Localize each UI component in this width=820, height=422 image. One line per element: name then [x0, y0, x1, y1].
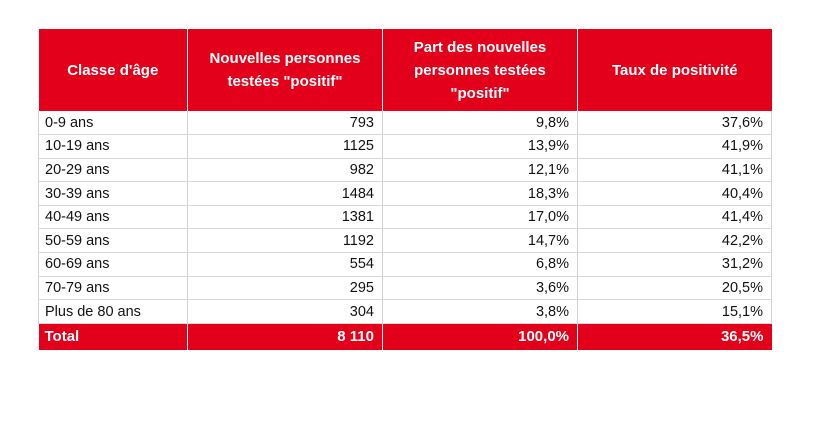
cell-share: 14,7% [382, 228, 578, 254]
table-total-row: Total 8 110 100,0% 36,5% [38, 323, 772, 350]
table-row: Plus de 80 ans 304 3,8% 15,1% [38, 299, 772, 324]
cell-rate: 41,4% [577, 205, 772, 230]
cell-age: 70-79 ans [38, 276, 188, 301]
cell-new-positive: 1484 [187, 181, 383, 206]
cell-age: 10-19 ans [38, 134, 188, 159]
cell-rate: 15,1% [577, 299, 772, 324]
table-row: 0-9 ans 793 9,8% 37,6% [38, 111, 772, 136]
cell-share: 6,8% [382, 252, 578, 277]
cell-rate: 41,9% [577, 134, 772, 159]
table-row: 10-19 ans 1125 13,9% 41,9% [38, 134, 772, 159]
cell-rate: 41,1% [577, 158, 772, 183]
positivity-by-age-table: Classe d'âge Nouvelles personnes testées… [38, 29, 772, 350]
cell-new-positive: 554 [187, 252, 383, 277]
cell-new-positive: 982 [187, 158, 383, 183]
cell-age: 40-49 ans [38, 205, 188, 230]
cell-age: 30-39 ans [38, 181, 188, 206]
cell-age: 20-29 ans [38, 158, 188, 183]
cell-age: Plus de 80 ans [38, 299, 188, 324]
cell-new-positive: 304 [187, 299, 383, 324]
cell-rate: 20,5% [577, 276, 772, 301]
cell-rate: 40,4% [577, 181, 772, 206]
cell-share: 3,6% [382, 276, 578, 301]
table-header-row: Classe d'âge Nouvelles personnes testées… [38, 29, 772, 111]
total-share: 100,0% [382, 323, 578, 350]
table-row: 50-59 ans 1192 14,7% 42,2% [38, 228, 772, 254]
cell-new-positive: 1192 [187, 228, 383, 254]
cell-new-positive: 1125 [187, 134, 383, 159]
table-row: 40-49 ans 1381 17,0% 41,4% [38, 205, 772, 230]
positivity-table-container: Classe d'âge Nouvelles personnes testées… [38, 29, 772, 350]
cell-share: 9,8% [382, 111, 578, 136]
cell-age: 60-69 ans [38, 252, 188, 277]
header-new-positive: Nouvelles personnes testées "positif" [187, 29, 383, 111]
header-share-new-positive: Part des nouvelles personnes testées "po… [382, 29, 578, 111]
cell-age: 50-59 ans [38, 228, 188, 254]
cell-rate: 42,2% [577, 228, 772, 254]
cell-new-positive: 1381 [187, 205, 383, 230]
table-row: 70-79 ans 295 3,6% 20,5% [38, 276, 772, 301]
cell-new-positive: 295 [187, 276, 383, 301]
total-rate: 36,5% [577, 323, 772, 350]
cell-new-positive: 793 [187, 111, 383, 136]
total-label: Total [38, 323, 188, 350]
table-row: 30-39 ans 1484 18,3% 40,4% [38, 181, 772, 206]
header-positivity-rate: Taux de positivité [577, 29, 772, 111]
table-row: 20-29 ans 982 12,1% 41,1% [38, 158, 772, 183]
cell-share: 18,3% [382, 181, 578, 206]
cell-share: 13,9% [382, 134, 578, 159]
cell-rate: 37,6% [577, 111, 772, 136]
header-age-class: Classe d'âge [38, 29, 188, 111]
cell-share: 3,8% [382, 299, 578, 324]
table-row: 60-69 ans 554 6,8% 31,2% [38, 252, 772, 277]
cell-age: 0-9 ans [38, 111, 188, 136]
cell-share: 17,0% [382, 205, 578, 230]
total-new-positive: 8 110 [187, 323, 383, 350]
cell-rate: 31,2% [577, 252, 772, 277]
cell-share: 12,1% [382, 158, 578, 183]
